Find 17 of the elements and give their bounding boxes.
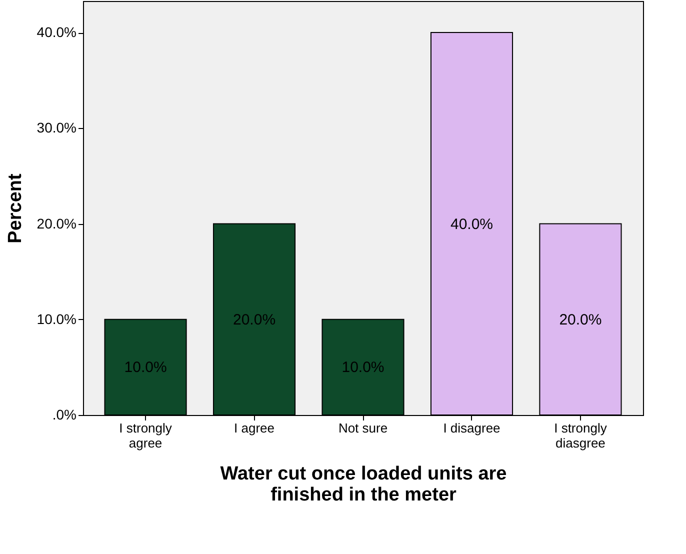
x-tick-label: I strongly agree bbox=[119, 420, 172, 450]
y-axis-title: Percent bbox=[4, 172, 26, 244]
x-tick-label: I disagree bbox=[443, 420, 500, 436]
data-label: 20.0% bbox=[232, 311, 276, 328]
y-tick-label: 40.0% bbox=[36, 24, 76, 40]
x-tick-label: I strongly diasgree bbox=[554, 420, 608, 450]
data-label: 20.0% bbox=[559, 311, 602, 328]
x-axis-title: Water cut once loaded units are finished in the meter bbox=[220, 464, 507, 506]
x-tick-label: I agree bbox=[234, 420, 275, 436]
y-tick-label: 20.0% bbox=[36, 215, 76, 232]
y-tick-label: 30.0% bbox=[36, 120, 76, 136]
y-tick-label: 10.0% bbox=[36, 310, 76, 327]
data-label: 10.0% bbox=[342, 359, 384, 376]
y-tick-label: .0% bbox=[52, 406, 76, 422]
x-tick-label: Not sure bbox=[338, 420, 388, 436]
data-label: 40.0% bbox=[450, 216, 494, 233]
data-label: 10.0% bbox=[124, 359, 167, 376]
